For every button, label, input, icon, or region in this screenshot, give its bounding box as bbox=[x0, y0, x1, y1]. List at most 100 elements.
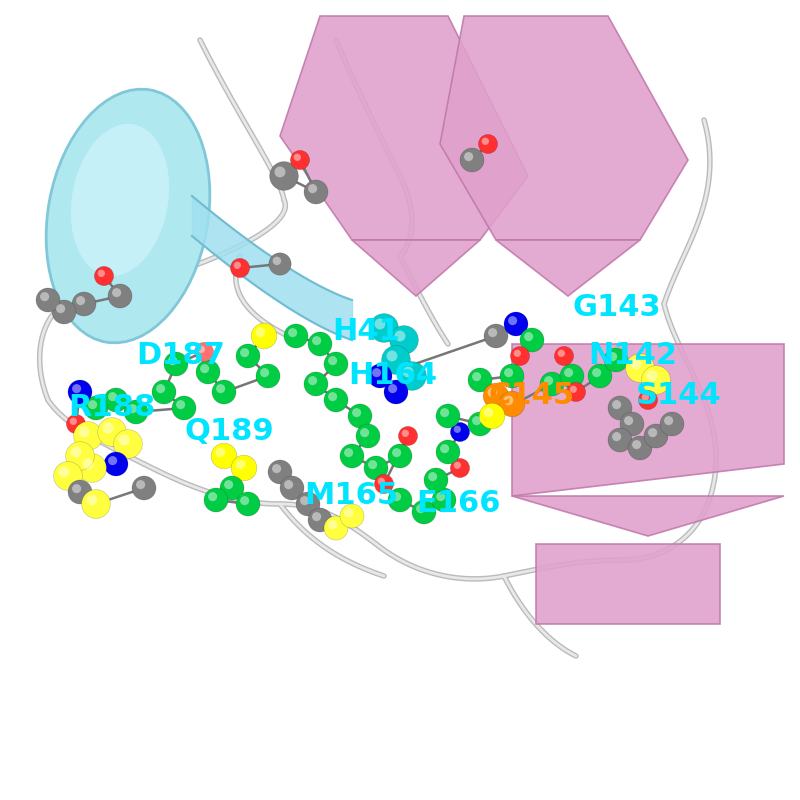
Circle shape bbox=[388, 384, 397, 394]
Circle shape bbox=[642, 394, 649, 401]
Circle shape bbox=[540, 372, 564, 396]
Circle shape bbox=[368, 364, 392, 388]
Circle shape bbox=[450, 458, 470, 478]
Circle shape bbox=[390, 326, 418, 354]
Circle shape bbox=[124, 400, 148, 424]
Circle shape bbox=[646, 370, 658, 382]
Circle shape bbox=[328, 392, 338, 402]
Circle shape bbox=[398, 426, 418, 446]
Circle shape bbox=[98, 270, 105, 277]
Circle shape bbox=[440, 408, 450, 418]
Circle shape bbox=[504, 312, 528, 336]
Circle shape bbox=[370, 314, 398, 342]
Circle shape bbox=[564, 368, 573, 378]
Circle shape bbox=[176, 400, 185, 410]
Circle shape bbox=[608, 428, 632, 452]
Circle shape bbox=[392, 448, 401, 458]
Circle shape bbox=[566, 382, 586, 402]
Circle shape bbox=[268, 460, 292, 484]
Circle shape bbox=[588, 364, 612, 388]
Circle shape bbox=[374, 318, 386, 330]
Circle shape bbox=[72, 384, 82, 394]
Circle shape bbox=[608, 352, 618, 362]
Circle shape bbox=[483, 407, 494, 418]
Circle shape bbox=[308, 376, 318, 386]
Circle shape bbox=[468, 412, 492, 436]
Circle shape bbox=[235, 459, 246, 470]
Circle shape bbox=[36, 288, 60, 312]
Circle shape bbox=[132, 476, 156, 500]
Circle shape bbox=[554, 346, 574, 366]
Text: Q189: Q189 bbox=[184, 418, 274, 446]
Circle shape bbox=[288, 328, 298, 338]
Circle shape bbox=[372, 368, 381, 378]
Text: D187: D187 bbox=[136, 342, 225, 370]
Circle shape bbox=[88, 400, 98, 410]
Circle shape bbox=[626, 354, 654, 382]
Circle shape bbox=[612, 400, 621, 410]
Circle shape bbox=[360, 428, 370, 437]
Text: S144: S144 bbox=[636, 382, 722, 410]
Circle shape bbox=[364, 456, 388, 480]
Circle shape bbox=[58, 466, 70, 478]
Circle shape bbox=[514, 350, 521, 357]
Circle shape bbox=[544, 376, 553, 386]
Circle shape bbox=[356, 424, 380, 448]
Text: E166: E166 bbox=[416, 490, 501, 518]
Circle shape bbox=[196, 360, 220, 384]
Polygon shape bbox=[512, 496, 784, 536]
Circle shape bbox=[416, 504, 426, 514]
Circle shape bbox=[324, 388, 348, 412]
Circle shape bbox=[240, 348, 250, 357]
Circle shape bbox=[216, 384, 226, 394]
Circle shape bbox=[256, 364, 280, 388]
Circle shape bbox=[290, 150, 310, 170]
Circle shape bbox=[436, 492, 446, 501]
Text: H41: H41 bbox=[332, 318, 400, 346]
Circle shape bbox=[660, 412, 684, 436]
Circle shape bbox=[68, 380, 92, 404]
Circle shape bbox=[284, 480, 293, 490]
Circle shape bbox=[284, 324, 308, 348]
Circle shape bbox=[212, 380, 236, 404]
Circle shape bbox=[344, 508, 354, 518]
Circle shape bbox=[630, 358, 642, 370]
Polygon shape bbox=[536, 544, 720, 624]
Text: C145: C145 bbox=[488, 382, 574, 410]
Circle shape bbox=[40, 292, 50, 302]
Circle shape bbox=[648, 428, 657, 437]
Circle shape bbox=[304, 180, 328, 204]
Circle shape bbox=[230, 258, 250, 278]
Circle shape bbox=[273, 257, 281, 265]
Circle shape bbox=[382, 346, 410, 374]
Circle shape bbox=[82, 490, 110, 518]
Circle shape bbox=[499, 391, 525, 417]
Circle shape bbox=[450, 422, 470, 442]
Circle shape bbox=[108, 456, 117, 466]
Circle shape bbox=[328, 356, 338, 365]
Circle shape bbox=[54, 462, 82, 490]
Circle shape bbox=[468, 368, 492, 392]
Circle shape bbox=[428, 472, 438, 481]
Circle shape bbox=[570, 386, 577, 393]
Circle shape bbox=[386, 350, 398, 362]
Circle shape bbox=[208, 492, 218, 501]
Circle shape bbox=[108, 284, 132, 308]
Polygon shape bbox=[352, 240, 480, 296]
Circle shape bbox=[340, 444, 364, 468]
Circle shape bbox=[642, 366, 670, 394]
Circle shape bbox=[500, 364, 524, 388]
Circle shape bbox=[72, 292, 96, 316]
Circle shape bbox=[644, 424, 668, 448]
Circle shape bbox=[348, 404, 372, 428]
Circle shape bbox=[300, 496, 310, 506]
Circle shape bbox=[164, 352, 188, 376]
Circle shape bbox=[78, 454, 106, 482]
Text: H164: H164 bbox=[348, 362, 437, 390]
Circle shape bbox=[70, 446, 82, 458]
Circle shape bbox=[136, 480, 146, 490]
Circle shape bbox=[70, 418, 77, 425]
Circle shape bbox=[308, 184, 318, 193]
Circle shape bbox=[74, 422, 102, 450]
Circle shape bbox=[664, 416, 673, 426]
